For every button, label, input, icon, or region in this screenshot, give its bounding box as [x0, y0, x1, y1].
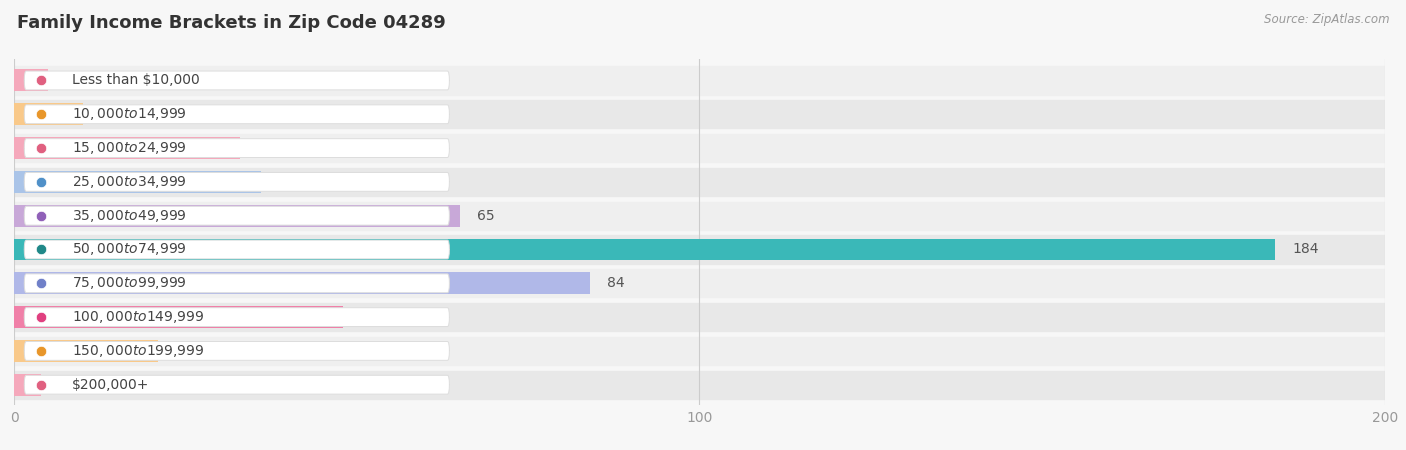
Bar	[14, 205, 460, 227]
Bar	[14, 235, 1385, 264]
Bar	[14, 168, 1385, 196]
Text: 48: 48	[360, 310, 378, 324]
Bar	[14, 100, 1385, 128]
Bar	[14, 137, 240, 159]
Text: Less than $10,000: Less than $10,000	[72, 73, 200, 87]
FancyBboxPatch shape	[24, 105, 450, 124]
FancyBboxPatch shape	[24, 342, 450, 360]
Bar	[14, 272, 591, 294]
Bar	[14, 269, 1385, 297]
FancyBboxPatch shape	[24, 274, 450, 292]
Bar	[14, 171, 262, 193]
Text: $15,000 to $24,999: $15,000 to $24,999	[72, 140, 187, 156]
Bar	[14, 371, 1385, 399]
FancyBboxPatch shape	[24, 139, 450, 158]
Bar	[14, 306, 343, 328]
Bar	[14, 238, 1275, 261]
Text: 33: 33	[257, 141, 276, 155]
Bar	[14, 374, 42, 396]
Text: 5: 5	[66, 73, 75, 87]
Text: $150,000 to $199,999: $150,000 to $199,999	[72, 343, 205, 359]
Text: $25,000 to $34,999: $25,000 to $34,999	[72, 174, 187, 190]
FancyBboxPatch shape	[24, 172, 450, 191]
Text: $75,000 to $99,999: $75,000 to $99,999	[72, 275, 187, 291]
Bar	[14, 69, 48, 91]
Text: $35,000 to $49,999: $35,000 to $49,999	[72, 208, 187, 224]
Bar	[14, 340, 157, 362]
Text: 36: 36	[278, 175, 295, 189]
Text: Family Income Brackets in Zip Code 04289: Family Income Brackets in Zip Code 04289	[17, 14, 446, 32]
FancyBboxPatch shape	[24, 308, 450, 327]
Bar	[14, 67, 1385, 94]
FancyBboxPatch shape	[24, 240, 450, 259]
Text: 84: 84	[607, 276, 624, 290]
Text: 4: 4	[59, 378, 67, 392]
FancyBboxPatch shape	[24, 206, 450, 225]
Text: 184: 184	[1292, 243, 1319, 256]
FancyBboxPatch shape	[24, 375, 450, 394]
Text: $10,000 to $14,999: $10,000 to $14,999	[72, 106, 187, 122]
Bar	[14, 134, 1385, 162]
Text: $200,000+: $200,000+	[72, 378, 149, 392]
Text: $50,000 to $74,999: $50,000 to $74,999	[72, 242, 187, 257]
Text: 10: 10	[100, 107, 117, 122]
FancyBboxPatch shape	[24, 71, 450, 90]
Text: 65: 65	[477, 209, 495, 223]
Text: $100,000 to $149,999: $100,000 to $149,999	[72, 309, 205, 325]
Text: Source: ZipAtlas.com: Source: ZipAtlas.com	[1264, 14, 1389, 27]
Bar	[14, 303, 1385, 331]
Bar	[14, 104, 83, 125]
Bar	[14, 202, 1385, 230]
Bar	[14, 337, 1385, 365]
Text: 21: 21	[176, 344, 193, 358]
